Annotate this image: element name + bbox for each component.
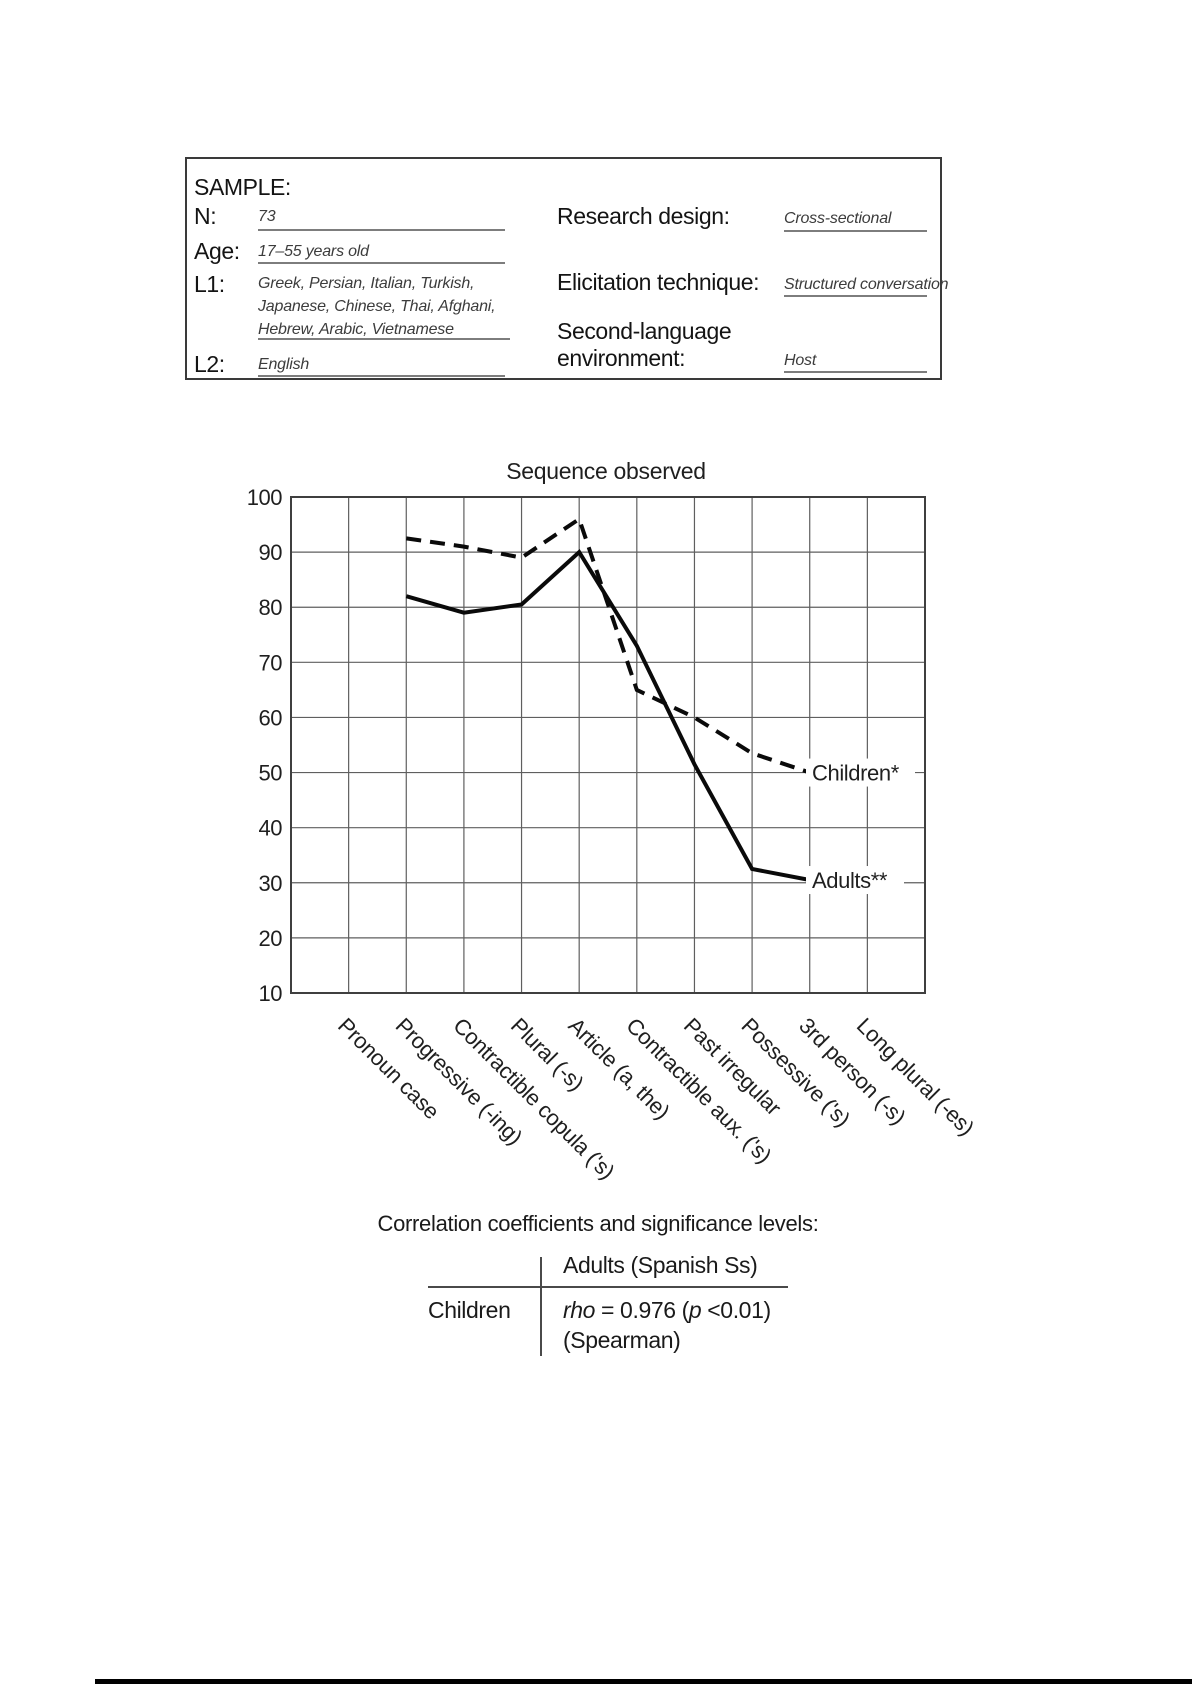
- field-label-n: N:: [194, 203, 217, 229]
- correlation-heading: Correlation coefficients and significanc…: [377, 1211, 819, 1236]
- y-axis-tick-labels: 100 90 80 70 60 50 40 30 20 10: [247, 485, 283, 1006]
- field-value-l1: Greek, Persian, Italian, Turkish, Japane…: [258, 272, 510, 340]
- field-label-age: Age:: [194, 238, 240, 264]
- correlation-row-header: Children: [428, 1297, 511, 1323]
- svg-text:80: 80: [259, 595, 283, 620]
- chart-title: Sequence observed: [506, 458, 706, 484]
- rho-symbol: rho: [563, 1297, 596, 1323]
- svg-text:30: 30: [259, 871, 283, 896]
- series-line-adults: [405, 549, 811, 882]
- field-label-research-design: Research design:: [557, 203, 730, 229]
- p-symbol: p: [688, 1297, 702, 1323]
- svg-text:40: 40: [259, 816, 283, 841]
- svg-text:10: 10: [259, 981, 283, 1006]
- chart-grid: [291, 496, 925, 994]
- series-label-backing: [806, 758, 915, 787]
- svg-text:100: 100: [247, 485, 282, 510]
- series-label-children: Children*: [812, 761, 900, 786]
- field-value-research-design: Cross-sectional: [784, 207, 927, 232]
- field-value-l2-environment: Host: [784, 349, 927, 373]
- field-value-l2: English: [258, 353, 505, 377]
- svg-text:70: 70: [259, 650, 283, 675]
- chart-series: [405, 515, 811, 882]
- chart-border: [290, 496, 926, 994]
- svg-text:60: 60: [259, 705, 283, 730]
- field-value-n: 73: [258, 205, 505, 231]
- svg-text:20: 20: [259, 926, 283, 951]
- field-value-elicitation-technique: Structured conversation: [784, 273, 949, 297]
- page-bottom-rule: [95, 1679, 1192, 1684]
- field-label-l2: L2:: [194, 351, 225, 377]
- series-label-backing: [806, 866, 904, 895]
- correlation-cell-value: rho = 0.976 (p <0.01): [563, 1297, 771, 1323]
- series-label-adults: Adults**: [812, 868, 888, 893]
- series-line-children: [405, 515, 811, 775]
- field-label-l1: L1:: [194, 271, 225, 297]
- table-vertical-rule: [540, 1257, 542, 1356]
- field-label-elicitation-technique: Elicitation technique:: [557, 269, 760, 295]
- sample-box-title: SAMPLE:: [194, 174, 291, 200]
- correlation-cell-test-name: (Spearman): [563, 1327, 681, 1353]
- field-value-age: 17–55 years old: [258, 240, 505, 264]
- field-label-l2-environment: Second-language environment:: [557, 318, 732, 371]
- svg-text:50: 50: [259, 761, 283, 786]
- table-horizontal-rule: [428, 1286, 788, 1288]
- svg-text:90: 90: [259, 540, 283, 565]
- sample-info-box: SAMPLE: N: Age: L1: L2: 73 17–55 years o…: [185, 157, 949, 380]
- svg-text:Pronoun case: Pronoun case: [333, 1013, 444, 1124]
- correlation-col-header: Adults (Spanish Ss): [563, 1252, 758, 1278]
